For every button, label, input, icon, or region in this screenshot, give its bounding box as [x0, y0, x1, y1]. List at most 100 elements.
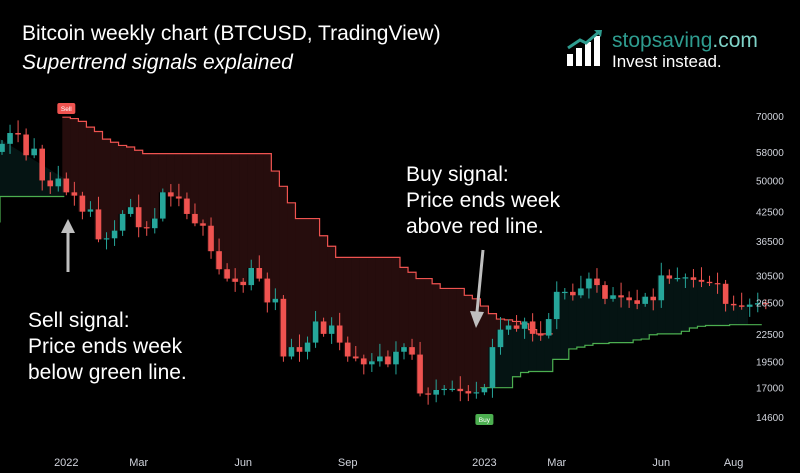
supertrend-green-line	[480, 324, 762, 389]
supertrend-red-fill	[440, 288, 449, 389]
candle	[95, 196, 102, 243]
candle-body	[658, 275, 665, 301]
candle-body	[682, 277, 689, 279]
supertrend-red-fill	[215, 153, 224, 270]
buy-annotation-line: Price ends week	[406, 189, 561, 212]
candle	[63, 172, 70, 196]
supertrend-red-fill	[279, 186, 288, 357]
candle	[264, 272, 271, 313]
candle-body	[208, 225, 214, 252]
supertrend-red-fill	[416, 278, 425, 394]
supertrend-green-fill	[617, 297, 626, 343]
supertrend-green-fill	[737, 306, 746, 325]
supertrend-green-fill	[560, 291, 569, 360]
candle-body	[63, 178, 70, 193]
supertrend-red-fill	[255, 153, 264, 279]
candle-body	[698, 279, 705, 282]
x-tick-label: Jun	[234, 457, 252, 469]
candle-body	[706, 281, 713, 284]
candle	[497, 316, 504, 355]
supertrend-red-fill	[335, 257, 344, 343]
candle-body	[409, 347, 415, 355]
sell-signal-badge: Sell	[57, 103, 76, 114]
candle-body	[433, 389, 439, 395]
sell-arrow-head	[61, 219, 75, 233]
candle	[570, 283, 576, 301]
supertrend-red-fill	[399, 267, 409, 348]
supertrend-red-fill	[158, 153, 167, 193]
candle	[184, 192, 190, 220]
candle	[176, 183, 182, 207]
supertrend-red-fill	[247, 153, 256, 268]
supertrend-red-line	[62, 116, 553, 335]
supertrend-green-fill	[496, 329, 505, 388]
candle-body	[417, 354, 423, 394]
candle	[127, 198, 134, 217]
supertrend-red-fill	[448, 288, 457, 389]
candle	[304, 336, 311, 360]
supertrend-red-fill	[207, 153, 216, 252]
candle-body	[127, 207, 134, 214]
candle	[200, 219, 206, 236]
candle-body	[674, 277, 681, 280]
candle-body	[634, 300, 640, 304]
candle	[457, 376, 464, 402]
candle	[385, 350, 391, 368]
supertrend-green-fill	[633, 303, 642, 340]
candle-body	[481, 387, 488, 393]
y-tick-label: 36500	[756, 237, 784, 248]
sell-annotation-line: Price ends week	[28, 335, 183, 358]
candle	[71, 181, 78, 206]
candle-body	[23, 134, 29, 156]
supertrend-red-fill	[319, 235, 328, 334]
candle	[248, 259, 255, 291]
candle-body	[586, 278, 592, 289]
supertrend-red-fill	[102, 139, 111, 239]
supertrend-green-fill	[576, 288, 585, 348]
candle	[103, 232, 110, 250]
candle	[377, 343, 383, 367]
candle	[634, 289, 640, 310]
supertrend-red-fill	[456, 288, 465, 392]
candle	[562, 288, 568, 300]
candle-body	[7, 133, 13, 144]
supertrend-red-fill	[78, 121, 87, 212]
candle-body	[457, 388, 464, 392]
candle-body	[441, 388, 447, 391]
candle	[545, 313, 552, 339]
signal-label: Buy	[479, 417, 491, 424]
y-tick-label: 19500	[756, 357, 784, 368]
candle-body	[377, 356, 383, 362]
candle	[578, 275, 584, 299]
candle-body	[168, 192, 174, 197]
candle	[31, 138, 37, 159]
sell-annotation-line: Sell signal:	[28, 309, 130, 332]
candle-body	[425, 393, 431, 395]
supertrend-red-fill	[94, 131, 103, 240]
candle-body	[304, 342, 311, 352]
candle	[666, 269, 673, 284]
supertrend-red-fill	[472, 298, 481, 393]
candle	[690, 269, 697, 288]
candle-body	[497, 329, 504, 348]
candle-body	[143, 227, 150, 229]
candle	[610, 287, 616, 302]
candle	[393, 341, 399, 375]
supertrend-red-fill	[375, 257, 384, 357]
candle	[529, 313, 536, 342]
supertrend-red-fill	[239, 153, 248, 286]
candle-body	[746, 304, 753, 307]
candle-body	[280, 298, 287, 357]
candle-body	[537, 333, 544, 336]
supertrend-red-fill	[110, 142, 119, 231]
candle	[119, 210, 126, 236]
brand-name-main: stopsaving	[612, 29, 713, 52]
candle	[240, 278, 246, 293]
supertrend-red-fill	[174, 153, 183, 199]
supertrend-red-fill	[287, 202, 296, 348]
candle	[706, 275, 713, 287]
supertrend-red-fill	[263, 153, 272, 303]
candle	[417, 341, 423, 397]
candle-body	[722, 283, 729, 304]
